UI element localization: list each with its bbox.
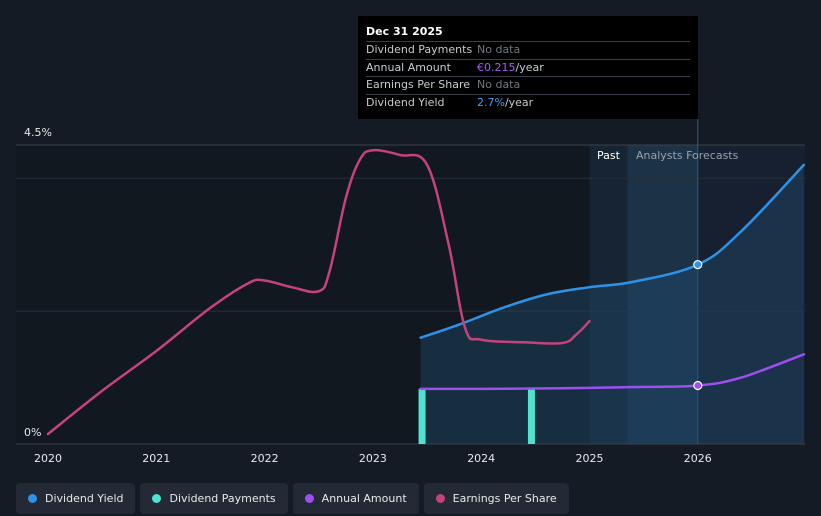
legend-label: Dividend Payments [169, 492, 276, 505]
tooltip-unit: /year [515, 60, 544, 74]
tooltip-label: Dividend Yield [366, 95, 445, 109]
legend-dot-icon [28, 494, 37, 503]
past-region-label: Past [597, 149, 620, 162]
x-tick-label: 2022 [251, 452, 279, 465]
tooltip-label: Earnings Per Share [366, 78, 471, 91]
legend-item-annual-amount[interactable]: Annual Amount [292, 483, 419, 514]
legend-label: Annual Amount [321, 492, 407, 505]
tooltip-value: No data [477, 43, 521, 56]
tooltip-value: €0.215 [477, 60, 516, 74]
dividend-payment-bar [527, 388, 535, 444]
chart-legend: Dividend Yield Dividend Payments Annual … [16, 483, 569, 514]
legend-dot-icon [152, 494, 162, 503]
tooltip-date: Dec 31 2025 [366, 25, 443, 38]
legend-item-dividend-payments[interactable]: Dividend Payments [140, 483, 288, 514]
tooltip-row-annual-amount: Annual Amount €0.215/year [366, 58, 690, 77]
tooltip-row-dividend-yield: Dividend Yield 2.7%/year [366, 93, 690, 112]
legend-label: Earnings Per Share [452, 492, 557, 505]
legend-dot-icon [304, 494, 314, 503]
y-tick-label: 0% [24, 426, 41, 439]
chart-tooltip: Dec 31 2025 Dividend Payments No data An… [358, 16, 698, 119]
line-earnings-per-share [46, 148, 591, 436]
chart-plot: 2020 2021 2022 2023 2024 2025 2026 4.5% 0% [16, 119, 806, 465]
tooltip-row-earnings-per-share: Earnings Per Share No data [366, 76, 690, 94]
forecast-highlight-band [627, 145, 698, 444]
legend-item-dividend-yield[interactable]: Dividend Yield [16, 483, 136, 514]
tooltip-label: Annual Amount [366, 60, 451, 74]
x-tick-label: 2024 [467, 452, 495, 465]
dividend-yield-area [420, 164, 804, 444]
y-tick-label: 4.5% [24, 126, 52, 139]
forecast-region-label: Analysts Forecasts [636, 149, 739, 162]
tooltip-value: No data [477, 78, 521, 91]
tooltip-value: 2.7% [477, 95, 505, 109]
tooltip-unit: /year [504, 95, 534, 109]
past-highlight-band [589, 145, 628, 444]
dividend-payment-bar [418, 388, 426, 444]
tooltip-label: Dividend Payments [366, 43, 473, 56]
x-tick-label: 2026 [684, 452, 712, 465]
x-tick-label: 2025 [576, 452, 604, 465]
line-annual-amount [419, 353, 806, 391]
x-tick-label: 2021 [142, 452, 170, 465]
marker-dividend-yield [693, 260, 703, 270]
legend-dot-icon [435, 494, 445, 503]
tooltip-row-dividend-payments: Dividend Payments No data [366, 41, 690, 59]
forecast-region-bg [697, 145, 805, 444]
past-region-bg [16, 145, 590, 444]
line-dividend-yield [419, 163, 806, 339]
marker-annual-amount [693, 380, 703, 391]
x-tick-label: 2020 [34, 452, 62, 465]
legend-item-earnings-per-share[interactable]: Earnings Per Share [423, 483, 569, 514]
legend-label: Dividend Yield [45, 492, 124, 505]
x-tick-label: 2023 [359, 452, 387, 465]
